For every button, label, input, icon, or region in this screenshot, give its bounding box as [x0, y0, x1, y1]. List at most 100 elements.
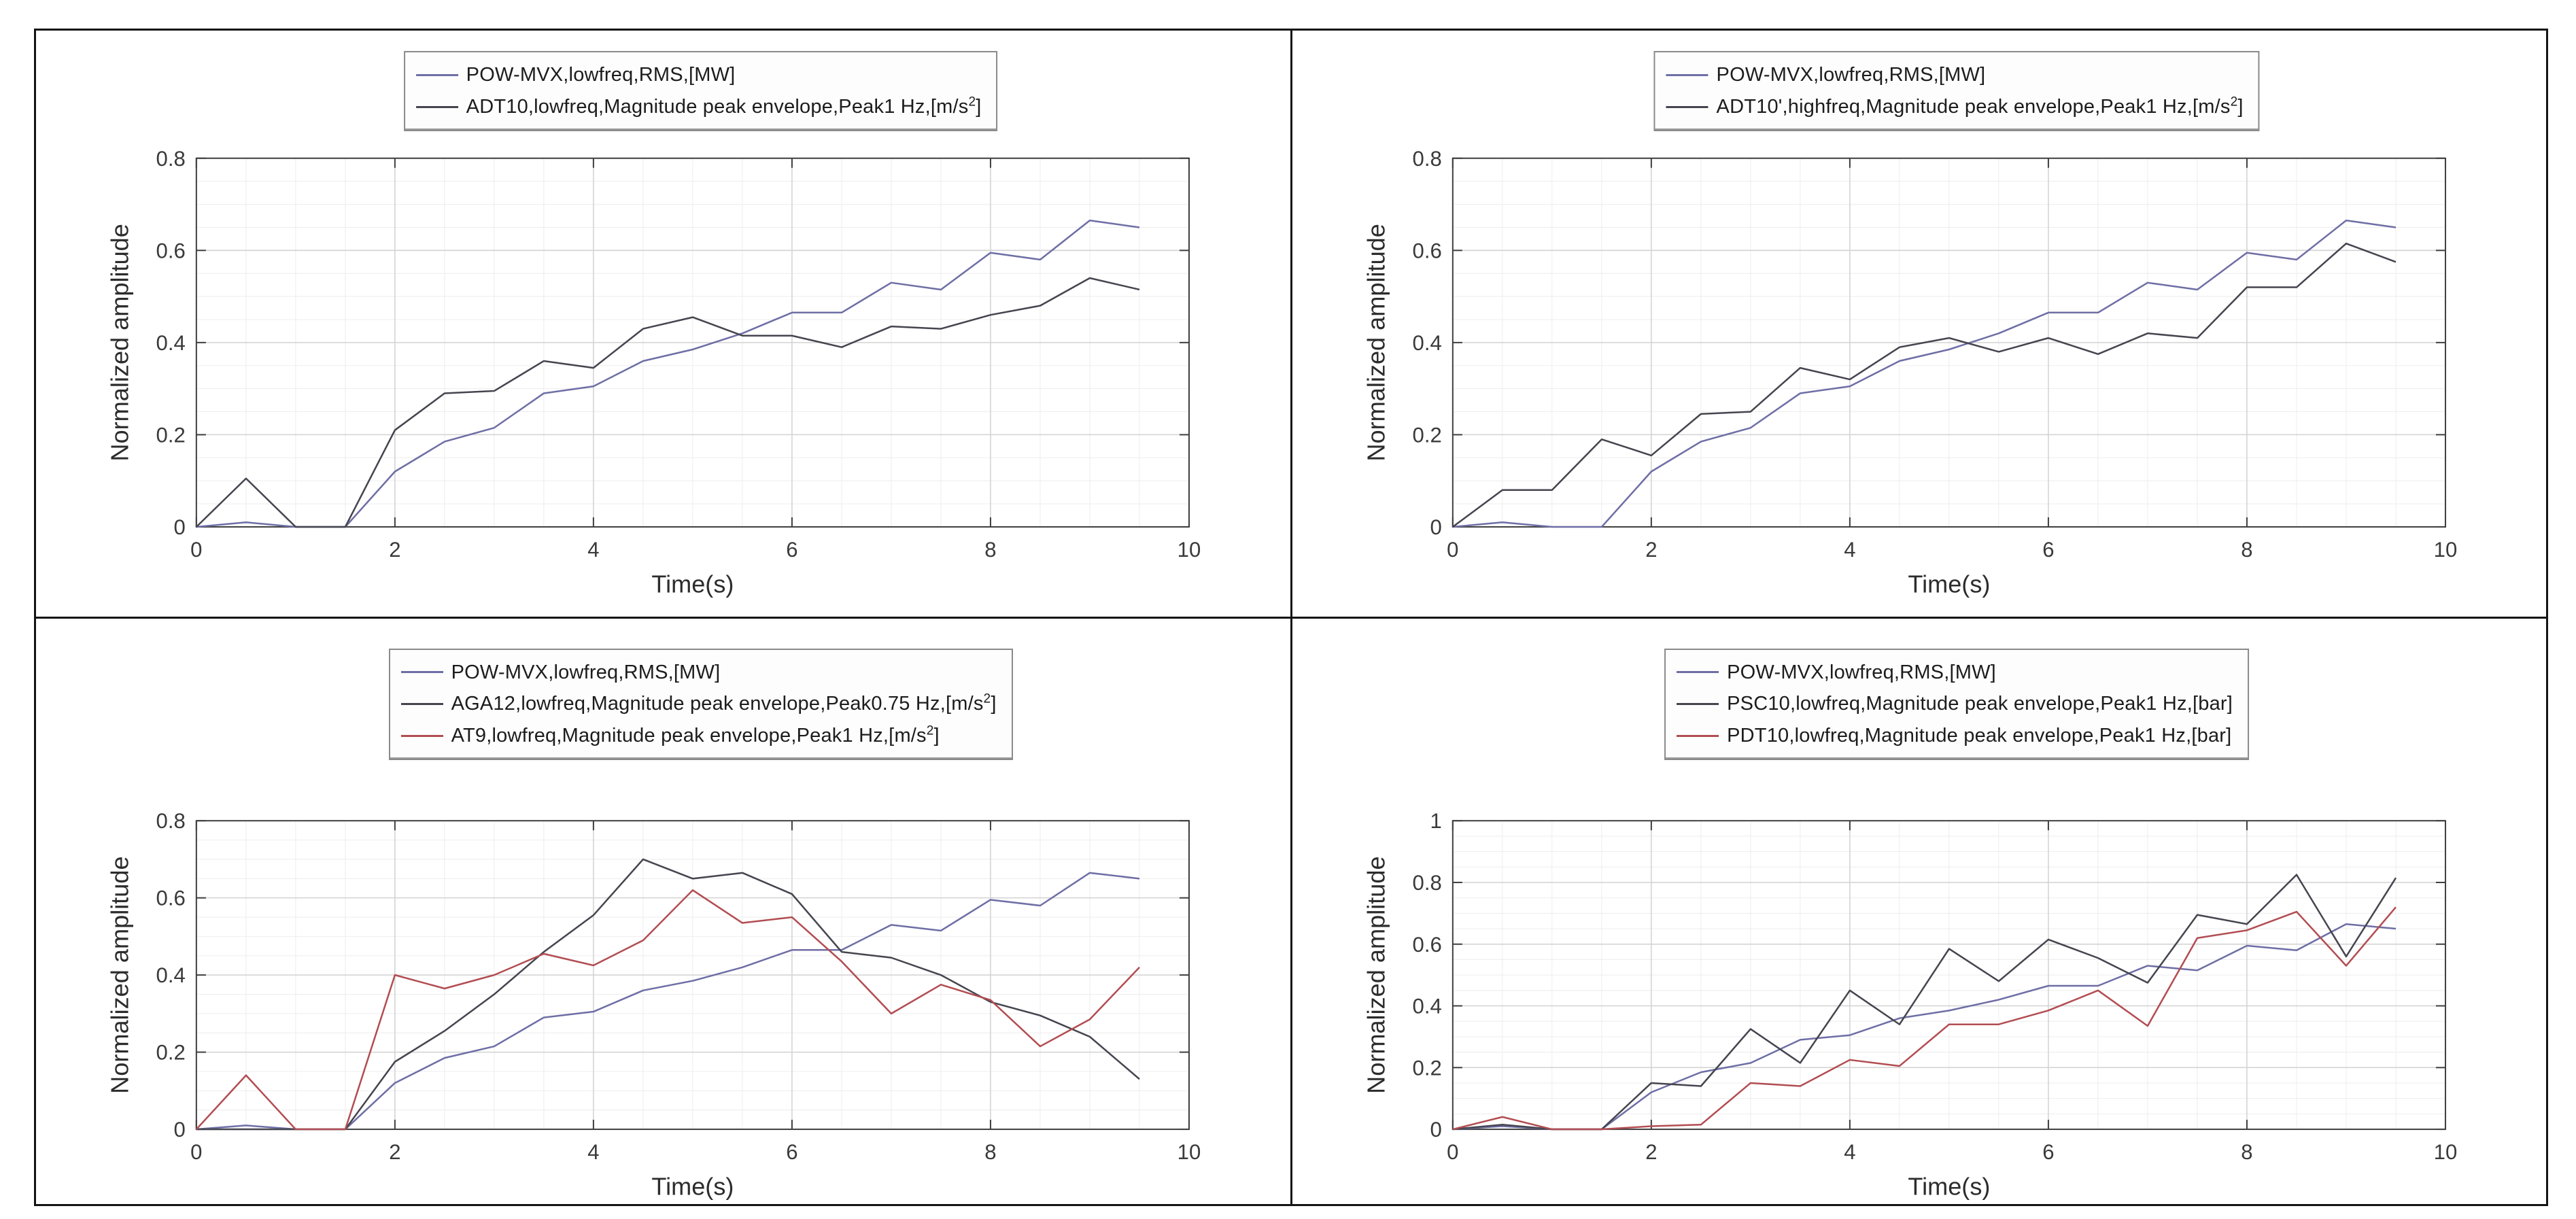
legend-label-superscript: 2: [983, 691, 991, 706]
legend-line-swatch: [1677, 703, 1719, 706]
x-axis-label: Time(s): [1908, 1172, 1990, 1200]
x-tick-label: 4: [1844, 1140, 1855, 1164]
x-tick-label: 8: [2241, 538, 2252, 562]
x-axis-label: Time(s): [1908, 570, 1990, 598]
y-tick-label: 0: [173, 515, 185, 539]
y-tick-label: 0.8: [1412, 871, 1441, 895]
x-tick-label: 10: [2433, 538, 2457, 562]
legend-label-superscript: 2: [968, 95, 976, 109]
chart-cell-bottom-left: POW-MVX,lowfreq,RMS,[MW] AGA12,lowfreq,Ma…: [36, 618, 1290, 1204]
legend-entry: POW-MVX,lowfreq,RMS,[MW]: [400, 657, 997, 689]
legend-box: POW-MVX,lowfreq,RMS,[MW] PSC10,lowfreq,Ma…: [1664, 648, 2250, 761]
chart-top-left: 0 2 4 6 8 10 0 0.2 0.4 0.6 0.8 Time(s) Normalized am…: [105, 147, 1201, 598]
y-tick-label: 0.4: [1412, 331, 1441, 355]
y-tick-label: 0.4: [156, 331, 186, 355]
legend-label: POW-MVX,lowfreq,RMS,[MW]: [1716, 64, 1986, 86]
y-tick-label: 0: [1430, 515, 1441, 539]
legend-label: AT9,lowfreq,Magnitude peak envelope,Peak…: [451, 723, 940, 747]
y-tick-label: 0.6: [1412, 932, 1441, 956]
chart-bottom-left: 0 2 4 6 8 10 0 0.2 0.4 0.6 0.8 Time(s) Normalized am…: [105, 809, 1201, 1200]
y-tick-label: 0.4: [156, 963, 186, 987]
y-tick-label: 0.8: [1412, 147, 1441, 171]
y-axis-label: Normalized amplitude: [105, 224, 133, 461]
legend-label-superscript: 2: [2230, 95, 2238, 109]
x-tick-label: 10: [1178, 1140, 1201, 1164]
chart-cell-top-left: POW-MVX,lowfreq,RMS,[MW] ADT10,lowfreq,Ma…: [36, 31, 1290, 617]
axes-box: [1452, 819, 2446, 1130]
series-line: [195, 277, 1140, 528]
legend-line-swatch: [400, 735, 443, 738]
x-tick-label: 2: [389, 1140, 400, 1164]
x-tick-label: 0: [190, 1140, 202, 1164]
figure-grid-frame: POW-MVX,lowfreq,RMS,[MW] ADT10,lowfreq,Ma…: [34, 29, 2548, 1206]
y-tick-label: 0.2: [156, 423, 186, 447]
legend-line-swatch: [1666, 73, 1708, 76]
legend-box: POW-MVX,lowfreq,RMS,[MW] ADT10,lowfreq,Ma…: [403, 51, 998, 131]
legend-label-superscript: 2: [926, 723, 934, 738]
series-line: [1452, 906, 2397, 1130]
x-tick-label: 8: [984, 538, 996, 562]
y-axis-label: Normalized amplitude: [1362, 224, 1390, 461]
chart-cell-top-right: POW-MVX,lowfreq,RMS,[MW] ADT10',highfreq,…: [1292, 31, 2546, 617]
legend-line-swatch: [1677, 671, 1719, 674]
x-tick-label: 4: [1844, 538, 1855, 562]
legend-label: PDT10,lowfreq,Magnitude peak envelope,Pe…: [1727, 725, 2232, 747]
series-line: [1452, 219, 2396, 528]
legend-label: POW-MVX,lowfreq,RMS,[MW]: [466, 64, 736, 86]
x-tick-label: 6: [786, 538, 797, 562]
legend-line-swatch: [1666, 105, 1708, 108]
series-line: [1452, 923, 2396, 1130]
legend-line-swatch: [415, 73, 458, 76]
x-tick-label: 8: [2241, 1140, 2252, 1164]
x-tick-label: 2: [1645, 1140, 1657, 1164]
series-line: [195, 889, 1140, 1130]
legend-label: ADT10,lowfreq,Magnitude peak envelope,Pe…: [466, 95, 982, 118]
x-tick-label: 6: [2042, 538, 2054, 562]
x-tick-label: 6: [2042, 1140, 2054, 1164]
y-tick-label: 0.6: [1412, 239, 1441, 262]
legend-entry: ADT10',highfreq,Magnitude peak envelope,…: [1666, 91, 2244, 123]
chart-bottom-right: 0 2 4 6 8 10 0 0.2 0.4 0.6 0.8 1 Time(s) Normalized a…: [1362, 809, 2457, 1200]
legend-box: POW-MVX,lowfreq,RMS,[MW] ADT10',highfreq,…: [1653, 51, 2260, 131]
legend-label: AGA12,lowfreq,Magnitude peak envelope,Pe…: [451, 691, 997, 715]
x-tick-label: 0: [190, 538, 202, 562]
legend-line-swatch: [1677, 735, 1719, 738]
legend-entry: PDT10,lowfreq,Magnitude peak envelope,Pe…: [1677, 720, 2233, 752]
y-tick-label: 0: [173, 1118, 185, 1141]
x-tick-label: 2: [1645, 538, 1657, 562]
legend-entry: POW-MVX,lowfreq,RMS,[MW]: [415, 59, 982, 91]
x-tick-label: 2: [389, 538, 400, 562]
y-tick-label: 0.8: [156, 809, 186, 833]
x-tick-label: 6: [786, 1140, 797, 1164]
x-tick-label: 4: [587, 538, 599, 562]
series-line: [196, 872, 1140, 1130]
series-line: [196, 219, 1140, 528]
x-tick-label: 0: [1447, 538, 1458, 562]
legend-label: POW-MVX,lowfreq,RMS,[MW]: [1727, 661, 1996, 683]
chart-top-right: 0 2 4 6 8 10 0 0.2 0.4 0.6 0.8 Time(s) Normalized am…: [1362, 147, 2457, 598]
legend-box: POW-MVX,lowfreq,RMS,[MW] AGA12,lowfreq,Ma…: [388, 648, 1013, 761]
legend-label: PSC10,lowfreq,Magnitude peak envelope,Pe…: [1727, 693, 2233, 715]
x-axis-label: Time(s): [651, 1172, 734, 1200]
y-tick-label: 0: [1430, 1118, 1441, 1141]
legend-label: ADT10',highfreq,Magnitude peak envelope,…: [1716, 95, 2244, 118]
x-tick-label: 0: [1447, 1140, 1458, 1164]
y-tick-label: 0.6: [156, 886, 186, 910]
x-tick-label: 8: [984, 1140, 996, 1164]
legend-line-swatch: [400, 703, 443, 706]
series-line: [1452, 242, 2396, 528]
legend-entry: PSC10,lowfreq,Magnitude peak envelope,Pe…: [1677, 688, 2233, 720]
y-tick-label: 0.2: [1412, 423, 1441, 447]
legend-entry: AT9,lowfreq,Magnitude peak envelope,Peak…: [400, 720, 997, 752]
y-tick-label: 0.8: [156, 147, 186, 171]
y-tick-label: 0.4: [1412, 994, 1441, 1018]
legend-line-swatch: [415, 105, 458, 108]
x-tick-label: 10: [2433, 1140, 2457, 1164]
y-tick-label: 0.6: [156, 239, 186, 262]
legend-entry: POW-MVX,lowfreq,RMS,[MW]: [1666, 59, 2244, 91]
y-axis-label: Normalized amplitude: [1362, 856, 1390, 1093]
y-tick-label: 1: [1430, 809, 1441, 833]
legend-label: POW-MVX,lowfreq,RMS,[MW]: [451, 661, 721, 683]
y-tick-label: 0.2: [156, 1040, 186, 1064]
